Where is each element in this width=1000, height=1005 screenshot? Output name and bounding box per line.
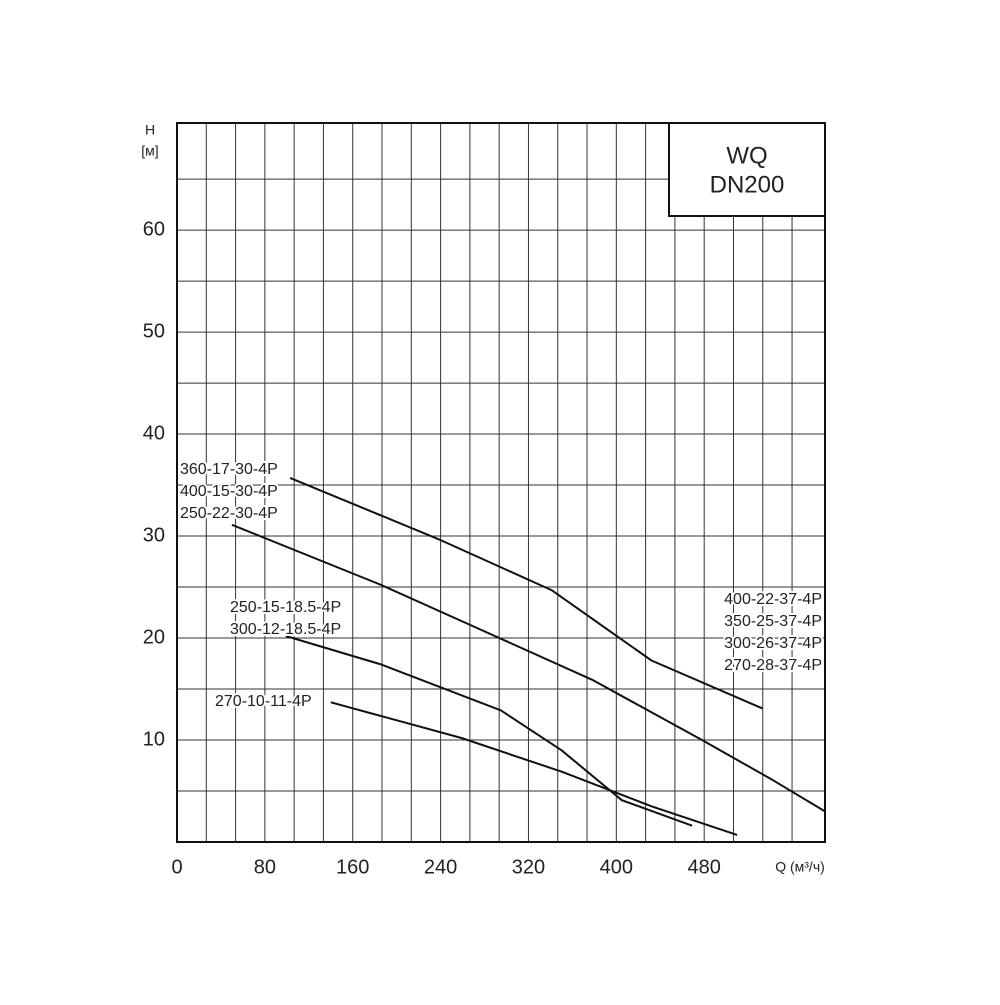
curve-label: 250-15-18.5-4P <box>230 599 341 616</box>
title-box <box>668 122 826 217</box>
x-axis-label: Q (м³/ч) <box>775 859 825 875</box>
y-tick-label: 30 <box>143 524 165 546</box>
x-tick-label: 240 <box>424 856 457 878</box>
y-tick-label: 40 <box>143 422 165 444</box>
x-tick-label: 0 <box>171 856 182 878</box>
curve-label: 250-22-30-4P <box>180 505 278 522</box>
curve-label: 400-15-30-4P <box>180 483 278 500</box>
y-tick-label: 10 <box>143 728 165 750</box>
curve-label: 350-25-37-4P <box>724 613 822 630</box>
curve <box>330 701 738 836</box>
curve-label: 360-17-30-4P <box>180 461 278 478</box>
curve-label: 300-26-37-4P <box>724 635 822 652</box>
curve <box>289 476 763 710</box>
chart-title: DN200 <box>710 171 785 198</box>
curve <box>231 523 826 813</box>
y-axis-label: H <box>145 122 155 138</box>
plot-frame <box>176 122 826 843</box>
curve-label: 400-22-37-4P <box>724 591 822 608</box>
y-tick-label: 20 <box>143 626 165 648</box>
x-tick-label: 480 <box>687 856 720 878</box>
chart-title: WQ <box>726 142 767 169</box>
x-tick-label: 400 <box>600 856 633 878</box>
y-tick-label: 60 <box>143 218 165 240</box>
x-tick-label: 160 <box>336 856 369 878</box>
x-tick-label: 320 <box>512 856 545 878</box>
curve-label: 300-12-18.5-4P <box>230 621 341 638</box>
y-axis-label: [м] <box>141 143 158 159</box>
y-tick-label: 50 <box>143 320 165 342</box>
x-tick-label: 80 <box>254 856 276 878</box>
curve-label: 270-28-37-4P <box>724 657 822 674</box>
curve-label: 270-10-11-4P <box>215 693 312 710</box>
curve <box>285 635 693 827</box>
